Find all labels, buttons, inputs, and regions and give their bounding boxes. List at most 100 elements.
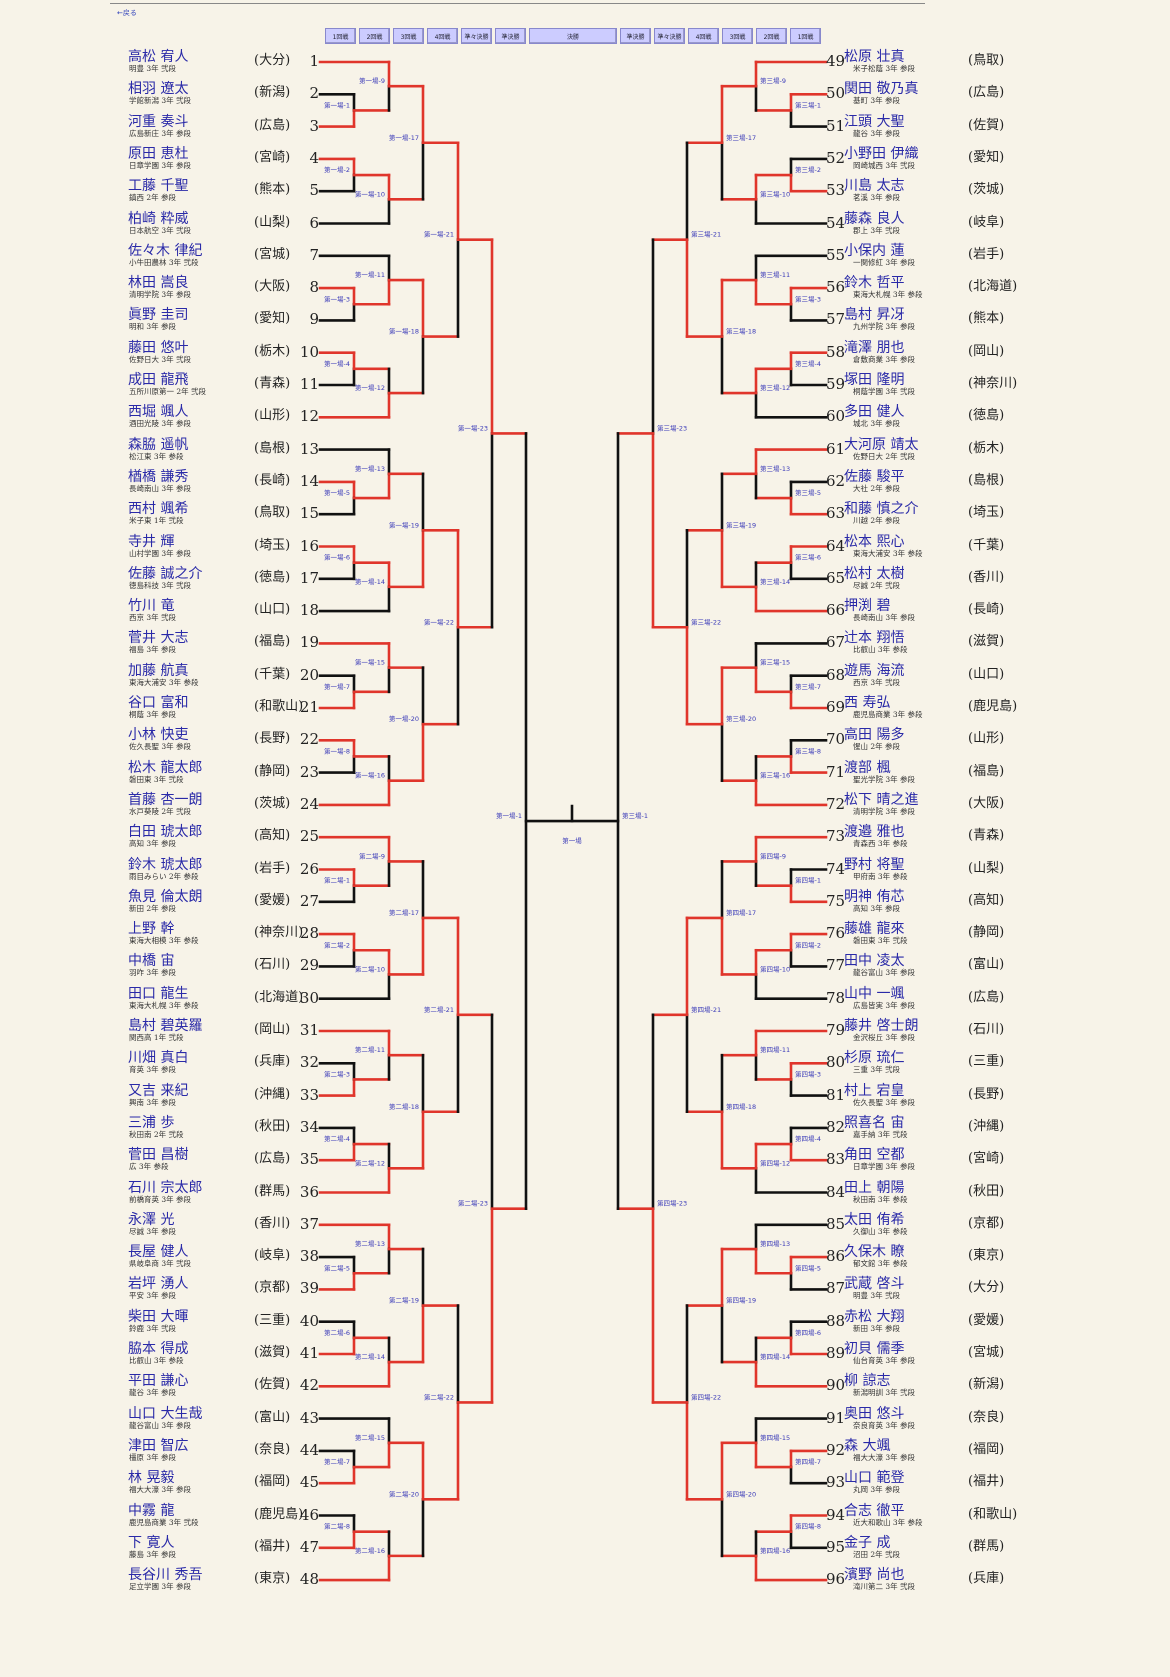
player-name[interactable]: 平田 謙心 — [128, 1373, 189, 1390]
player-name[interactable]: 柳 諒志 — [844, 1373, 891, 1390]
round-button[interactable]: 4回戦 — [427, 28, 458, 44]
player-name[interactable]: 村上 宕皇 — [844, 1082, 905, 1099]
player-name[interactable]: 合志 徹平 — [844, 1502, 905, 1519]
match-label[interactable]: 第四場-12 — [760, 1158, 790, 1167]
match-label[interactable]: 第四場-10 — [760, 964, 790, 973]
player-name[interactable]: 田口 龍生 — [128, 985, 189, 1002]
match-label[interactable]: 第三場-17 — [726, 133, 756, 142]
match-label[interactable]: 第二場-2 — [324, 940, 350, 949]
round-button[interactable]: 2回戦 — [756, 28, 787, 44]
match-label[interactable]: 第四場-17 — [726, 908, 756, 917]
match-label[interactable]: 第二場-18 — [389, 1102, 419, 1111]
player-name[interactable]: 上野 幹 — [128, 921, 175, 938]
player-name[interactable]: 藤森 良人 — [844, 210, 905, 227]
round-button[interactable]: 3回戦 — [722, 28, 753, 44]
match-label[interactable]: 第二場-3 — [324, 1069, 350, 1078]
match-label[interactable]: 第三場-21 — [691, 230, 721, 239]
player-name[interactable]: 谷口 富和 — [128, 695, 189, 711]
player-name[interactable]: 鈴木 哲平 — [844, 275, 905, 292]
player-name[interactable]: 島村 碧英羅 — [128, 1018, 203, 1034]
match-label[interactable]: 第三場-10 — [760, 189, 790, 198]
match-label[interactable]: 第三場-7 — [795, 682, 821, 691]
match-label[interactable]: 第三場-1 — [622, 811, 648, 820]
round-button[interactable]: 2回戦 — [359, 28, 390, 44]
match-label[interactable]: 第一場-17 — [389, 133, 419, 142]
player-name[interactable]: 相羽 遼太 — [128, 81, 189, 98]
match-label[interactable]: 第四場-20 — [726, 1489, 756, 1498]
player-name[interactable]: 押渕 碧 — [844, 598, 891, 615]
match-label[interactable]: 第二場-16 — [355, 1546, 385, 1555]
player-name[interactable]: 島村 昇冴 — [844, 307, 905, 324]
player-name[interactable]: 田中 凌太 — [844, 953, 905, 970]
match-label[interactable]: 第四場-13 — [760, 1239, 790, 1248]
match-label[interactable]: 第三場-18 — [726, 327, 756, 336]
player-name[interactable]: 西堀 颯人 — [128, 404, 189, 421]
match-label[interactable]: 第三場-9 — [760, 76, 786, 85]
player-name[interactable]: 武蔵 啓斗 — [844, 1276, 905, 1293]
match-label[interactable]: 第四場-11 — [760, 1045, 790, 1054]
player-name[interactable]: 奥田 悠斗 — [844, 1405, 905, 1422]
player-name[interactable]: 渡邉 雅也 — [844, 824, 905, 841]
player-name[interactable]: 寺井 輝 — [128, 533, 175, 550]
match-label[interactable]: 第三場-16 — [760, 771, 790, 780]
player-name[interactable]: 脇本 得成 — [128, 1341, 189, 1357]
player-name[interactable]: 塚田 隆明 — [844, 372, 905, 388]
match-label[interactable]: 第四場-18 — [726, 1102, 756, 1111]
match-label[interactable]: 第二場-15 — [355, 1433, 385, 1442]
player-name[interactable]: 柏崎 粋威 — [128, 210, 189, 227]
player-name[interactable]: 角田 空都 — [844, 1147, 905, 1164]
match-label[interactable]: 第三場-2 — [795, 165, 821, 174]
match-label[interactable]: 第四場-21 — [691, 1005, 721, 1014]
match-label[interactable]: 第一場-12 — [355, 383, 385, 392]
player-name[interactable]: 辻本 翔悟 — [844, 630, 905, 647]
match-label[interactable]: 第一場-10 — [355, 189, 385, 198]
player-name[interactable]: 白田 琥太郎 — [128, 824, 203, 841]
match-label[interactable]: 第二場-17 — [389, 908, 419, 917]
match-label[interactable]: 第三場-8 — [795, 746, 821, 755]
match-label[interactable]: 第三場-12 — [760, 383, 790, 392]
player-name[interactable]: 松本 熙心 — [844, 533, 905, 550]
match-label[interactable]: 第一場-19 — [389, 520, 419, 529]
player-name[interactable]: 西村 颯希 — [128, 501, 189, 518]
player-name[interactable]: 菅井 大志 — [128, 630, 189, 647]
match-label[interactable]: 第二場-9 — [359, 851, 385, 860]
round-button[interactable]: 3回戦 — [393, 28, 424, 44]
match-label[interactable]: 第三場-1 — [795, 100, 821, 109]
player-name[interactable]: 岩坪 湧人 — [128, 1276, 189, 1293]
player-name[interactable]: 三浦 歩 — [128, 1114, 175, 1131]
player-name[interactable]: 小保内 蓮 — [844, 242, 905, 259]
player-name[interactable]: 川畑 真白 — [128, 1050, 189, 1067]
player-name[interactable]: 森 大颯 — [844, 1437, 891, 1454]
match-label[interactable]: 第一場-1 — [324, 100, 350, 109]
match-label[interactable]: 第一場 — [562, 836, 582, 845]
match-label[interactable]: 第一場-13 — [355, 464, 385, 473]
match-label[interactable]: 第二場-20 — [389, 1489, 419, 1498]
player-name[interactable]: 林 晃毅 — [128, 1470, 175, 1487]
match-label[interactable]: 第三場-19 — [726, 520, 756, 529]
match-label[interactable]: 第一場-23 — [458, 423, 488, 432]
match-label[interactable]: 第三場-20 — [726, 714, 756, 723]
match-label[interactable]: 第二場-12 — [355, 1158, 385, 1167]
match-label[interactable]: 第四場-19 — [726, 1296, 756, 1305]
player-name[interactable]: 森脇 遥帆 — [128, 436, 189, 453]
match-label[interactable]: 第三場-3 — [795, 294, 821, 303]
player-name[interactable]: 多田 健人 — [844, 404, 905, 421]
player-name[interactable]: 藤井 啓士朗 — [844, 1018, 919, 1034]
player-name[interactable]: 工藤 千聖 — [128, 178, 189, 195]
player-name[interactable]: 和藤 慎之介 — [844, 501, 919, 518]
player-name[interactable]: 菅田 昌樹 — [128, 1147, 189, 1164]
player-name[interactable]: 松下 晴之進 — [844, 791, 919, 808]
player-name[interactable]: 長谷川 秀吾 — [128, 1567, 203, 1584]
match-label[interactable]: 第四場-7 — [795, 1457, 821, 1466]
player-name[interactable]: 江頭 大聖 — [844, 113, 905, 130]
match-label[interactable]: 第一場-2 — [324, 165, 350, 174]
match-label[interactable]: 第一場-20 — [389, 714, 419, 723]
match-label[interactable]: 第一場-1 — [496, 811, 522, 820]
player-name[interactable]: 永澤 光 — [128, 1211, 175, 1228]
player-name[interactable]: 田上 朝陽 — [844, 1179, 905, 1196]
round-button[interactable]: 決勝 — [529, 28, 617, 44]
player-name[interactable]: 小林 快吏 — [128, 727, 189, 744]
match-label[interactable]: 第一場-9 — [359, 76, 385, 85]
player-name[interactable]: 河重 奏斗 — [128, 113, 189, 130]
match-label[interactable]: 第一場-16 — [355, 771, 385, 780]
